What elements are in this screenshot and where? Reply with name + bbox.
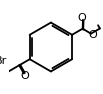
Text: O: O <box>89 30 97 40</box>
Text: O: O <box>21 70 29 80</box>
Text: Br: Br <box>0 56 7 66</box>
Text: O: O <box>77 13 86 23</box>
